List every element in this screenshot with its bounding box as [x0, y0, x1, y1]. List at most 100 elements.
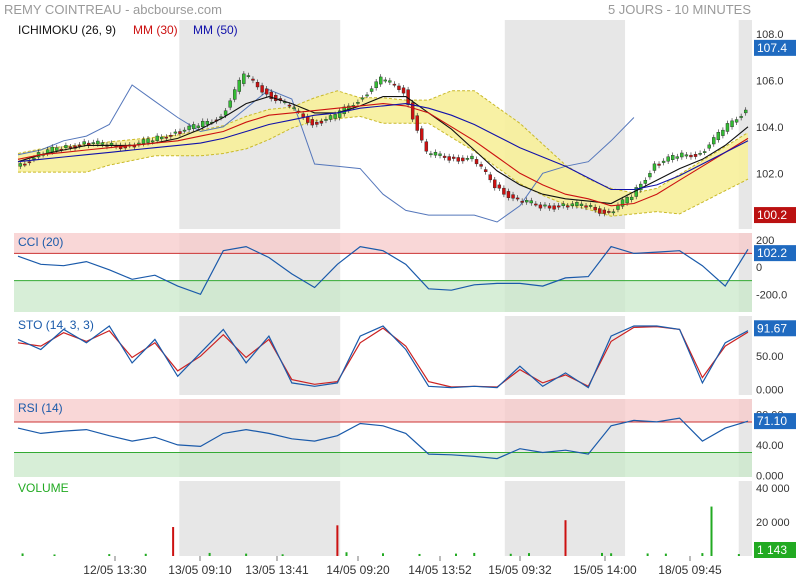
cci-overbought-zone — [14, 233, 752, 254]
sto-signal-line — [17, 326, 749, 388]
candle-body — [652, 163, 657, 171]
volume-session-shade — [179, 481, 341, 556]
volume-bar — [382, 553, 384, 556]
volume-bar — [601, 552, 603, 556]
candle-body — [360, 97, 365, 100]
candle-body — [675, 156, 679, 159]
candle-body — [698, 153, 702, 155]
candle-body — [707, 144, 711, 149]
cci-y-tick: 200 — [756, 235, 774, 247]
candle-body — [82, 141, 86, 145]
x-axis-label: 13/05 09:10 — [168, 563, 232, 577]
candle-body — [716, 132, 721, 141]
candle-body — [191, 124, 196, 129]
volume-bar — [564, 520, 567, 556]
volume-bar — [21, 553, 24, 556]
candle-body — [502, 187, 506, 195]
cci-last-value: 102.2 — [757, 246, 787, 260]
candle-body — [588, 205, 593, 207]
cci-oversold-zone — [14, 280, 752, 312]
candle-body — [178, 131, 182, 134]
price-last-value: 107.4 — [757, 41, 787, 55]
candle-body — [534, 203, 538, 206]
candle-body — [579, 203, 584, 206]
price-legend-entry: MM (30) — [133, 23, 178, 37]
candle-body — [18, 163, 22, 167]
candle-body — [725, 123, 730, 132]
candle-body — [461, 157, 465, 162]
candle-body — [228, 100, 232, 108]
cloud-upper-edge — [17, 90, 749, 194]
volume-bar — [245, 553, 248, 556]
candle-body — [625, 196, 629, 204]
candle-body — [525, 200, 529, 203]
sto-legend: STO (14, 3, 3) — [18, 318, 94, 332]
candle-body — [520, 200, 524, 203]
candle-body — [611, 211, 616, 214]
ichimoku-cloud — [18, 90, 748, 217]
candle-body — [196, 125, 200, 128]
price-session-shade — [738, 20, 752, 229]
mm30-line — [17, 103, 749, 207]
candle-body — [452, 156, 456, 159]
candle-body — [64, 145, 68, 148]
volume-bar — [509, 553, 512, 556]
volume-bar — [610, 553, 613, 556]
candle-body — [337, 110, 342, 118]
volume-bar — [528, 553, 530, 556]
candle-body — [570, 203, 575, 206]
volume-bar — [144, 553, 147, 556]
volume-bar — [710, 506, 713, 556]
candle-body — [447, 156, 451, 161]
candle-body — [287, 104, 292, 107]
volume-y-tick: 40 000 — [756, 483, 790, 495]
price-last-tag-bg — [754, 39, 796, 56]
chart-period: 5 JOURS - 10 MINUTES — [607, 2, 751, 17]
volume-legend: VOLUME — [18, 481, 69, 495]
cci-line — [17, 245, 749, 296]
mm50-line — [17, 103, 749, 191]
candle-body — [684, 154, 689, 157]
candle-body — [27, 161, 32, 164]
candle-body — [657, 163, 661, 166]
candle-body — [616, 204, 620, 210]
candle-body — [397, 85, 401, 90]
candle-body — [680, 152, 684, 158]
candle-body — [77, 144, 82, 147]
candle-body — [205, 121, 210, 125]
cci-y-tick: -200.0 — [756, 289, 787, 301]
candle-body — [433, 151, 438, 156]
candle-body — [55, 147, 59, 151]
candle-body — [547, 205, 552, 209]
candle-body — [575, 202, 579, 206]
candle-body — [661, 160, 666, 163]
candle-body — [187, 125, 191, 130]
candle-body — [497, 184, 502, 189]
candle-body — [438, 153, 442, 156]
candle-body — [160, 136, 164, 140]
volume-bar — [53, 554, 56, 556]
rsi-line — [17, 417, 749, 460]
candle-body — [292, 107, 296, 110]
price-y-tick: 104.0 — [756, 122, 784, 134]
candle-body — [584, 205, 588, 208]
candle-body — [511, 194, 515, 199]
candle-body — [306, 116, 310, 123]
price-legend-entry: ICHIMOKU (26, 9) — [18, 23, 116, 37]
candle-body — [730, 120, 734, 128]
candle-body — [173, 131, 178, 134]
candle-body — [155, 135, 159, 141]
candle-body — [96, 140, 100, 145]
rsi-oversold-zone — [14, 452, 752, 477]
candle-body — [100, 142, 105, 145]
candle-body — [260, 85, 264, 93]
price-legend-entry: MM (50) — [193, 23, 238, 37]
volume-bar — [336, 525, 339, 556]
rsi-last-tag-bg — [754, 413, 796, 430]
candle-body — [744, 109, 748, 114]
volume-bar — [345, 552, 348, 556]
x-axis-label: 14/05 09:20 — [326, 563, 390, 577]
candle-body — [383, 79, 387, 82]
sto-session-shade — [738, 316, 752, 395]
